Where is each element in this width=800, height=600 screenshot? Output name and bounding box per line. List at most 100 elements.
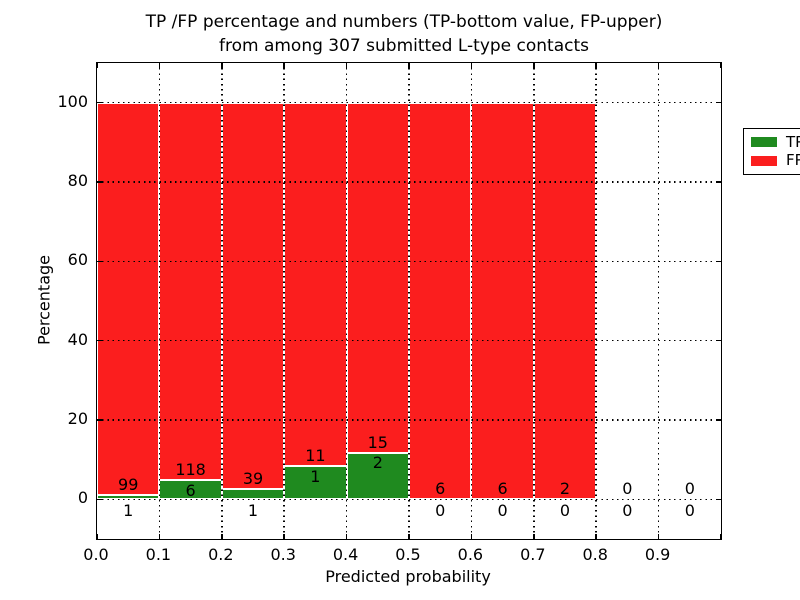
fp-bar-segment [471, 102, 534, 500]
tp-count-label: 6 [185, 480, 196, 500]
x-axis-tick [533, 63, 535, 68]
y-tick-label: 80 [67, 171, 88, 190]
plot-canvas: 99 1 118 6 39 1 11 1 15 2 6 0 6 0 2 0 0 0 0 0 [96, 63, 722, 539]
x-axis-tick [345, 63, 348, 68]
y-axis-tick [97, 101, 102, 104]
gridline-vertical [470, 63, 473, 539]
chart-title-line1: TP /FP percentage and numbers (TP-bottom… [145, 12, 663, 32]
fp-count-label: 99 [118, 475, 139, 495]
x-axis-tick [96, 534, 98, 539]
fp-count-label: 0 [684, 479, 695, 499]
x-tick-label: 0.3 [270, 545, 296, 564]
gridline-vertical [283, 63, 285, 539]
gridline-vertical [345, 63, 348, 539]
fp-bar-segment [97, 102, 160, 496]
tp-bar-segment [346, 452, 409, 500]
fp-count-label: 39 [242, 469, 264, 489]
tp-count-label: 0 [684, 501, 695, 521]
x-axis-tick [595, 63, 597, 68]
x-axis-tick [283, 534, 285, 539]
gridline-vertical [408, 63, 410, 539]
x-axis-label: Predicted probability [325, 567, 491, 586]
tp-count-label: 0 [559, 501, 571, 521]
y-axis-tick [716, 419, 721, 421]
x-axis-tick [720, 534, 722, 539]
plot-area: 99 1 118 6 39 1 11 1 15 2 6 0 6 0 2 0 0 0 0 0 TP FP [96, 62, 800, 540]
gridline-vertical [595, 63, 597, 539]
tp-count-label: 2 [372, 453, 383, 473]
y-axis-tick [716, 181, 721, 183]
x-axis-tick [96, 63, 98, 68]
y-tick-label: 40 [67, 329, 88, 349]
tp-count-label: 1 [310, 466, 321, 486]
chart-title-line2: from among 307 submitted L-type contacts [218, 36, 590, 56]
fp-legend-swatch [751, 155, 777, 166]
y-axis-tick [716, 101, 721, 104]
x-axis-tick [408, 534, 410, 539]
legend: TP FP [743, 128, 800, 175]
y-axis-tick [97, 419, 102, 421]
x-axis-tick [470, 63, 473, 68]
legend-item: TP [744, 132, 800, 151]
fp-bar-segment [159, 102, 222, 481]
fp-bar-segment [533, 102, 597, 500]
y-tick-label: 100 [57, 91, 88, 111]
y-axis-tick [97, 181, 102, 183]
x-axis-tick [470, 534, 473, 539]
fp-bar-segment [409, 102, 472, 500]
x-axis-tick [533, 534, 535, 539]
x-axis-tick [720, 63, 722, 68]
y-tick-label: 60 [67, 250, 88, 270]
x-axis-tick [158, 534, 161, 539]
tp-count-label: 0 [497, 501, 508, 521]
y-axis-tick [716, 498, 721, 501]
chart-title: TP /FP percentage and numbers (TP-bottom… [146, 10, 663, 58]
fp-count-label: 118 [175, 460, 206, 480]
x-axis-tick [221, 63, 223, 68]
fp-bar-segment [221, 102, 285, 490]
tp-count-label: 0 [622, 501, 633, 521]
fp-count-label: 6 [497, 479, 508, 499]
x-axis-tick [408, 63, 410, 68]
x-tick-label: 0.9 [644, 545, 671, 564]
fp-count-label: 6 [435, 479, 446, 499]
x-axis-tick [657, 63, 660, 68]
y-axis-tick [97, 260, 102, 263]
tp-count-label: 1 [247, 501, 259, 521]
fp-count-label: 11 [305, 446, 326, 466]
x-tick-label: 0.6 [457, 545, 484, 564]
y-tick-label: 0 [77, 488, 88, 508]
x-tick-label: 0.2 [208, 545, 234, 564]
gridline-vertical [657, 63, 660, 539]
fp-count-label: 0 [622, 479, 633, 499]
x-axis-tick [657, 534, 660, 539]
y-axis-tick [716, 260, 721, 263]
x-tick-label: 0.7 [520, 545, 546, 564]
gridline-vertical [158, 63, 161, 539]
gridline-vertical [221, 63, 223, 539]
y-tick-label: 20 [67, 409, 88, 428]
x-tick-label: 0.0 [83, 545, 109, 564]
gridline-vertical [533, 63, 535, 539]
y-axis-tick [716, 339, 721, 342]
fp-count-label: 2 [559, 479, 571, 499]
fp-bar-segment [346, 102, 409, 453]
x-tick-label: 0.5 [395, 545, 421, 564]
tp-legend-swatch [751, 137, 777, 148]
x-tick-label: 0.1 [145, 545, 172, 564]
legend-label: TP [786, 132, 800, 151]
tp-count-label: 1 [123, 501, 134, 521]
x-axis-tick [345, 534, 348, 539]
fp-count-label: 15 [367, 432, 388, 452]
x-tick-label: 0.4 [332, 545, 359, 564]
x-axis-tick [158, 63, 161, 68]
x-tick-label: 0.8 [582, 545, 608, 564]
x-axis-tick [221, 534, 223, 539]
x-axis-tick [595, 534, 597, 539]
legend-label: FP [786, 151, 800, 170]
y-axis-tick [97, 498, 102, 501]
x-axis-tick [283, 63, 285, 68]
fp-bar-segment [284, 102, 347, 467]
tp-count-label: 0 [435, 501, 446, 521]
